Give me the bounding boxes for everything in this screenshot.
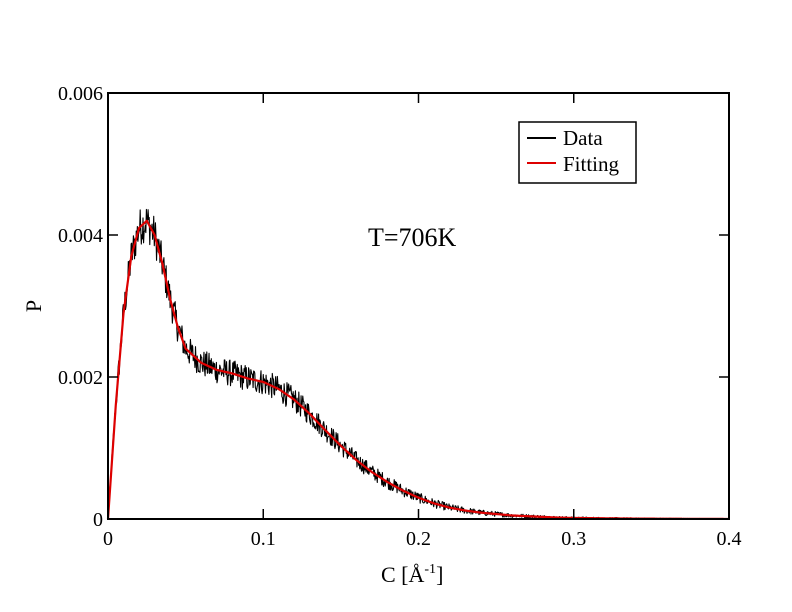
series-line-fitting — [106, 219, 729, 521]
x-tick-label: 0.3 — [561, 528, 586, 550]
legend-label-fitting: Fitting — [563, 152, 620, 176]
x-axis-title: C [Å-1] — [381, 562, 443, 587]
x-tick-label: 0.1 — [251, 528, 276, 550]
y-tick-label: 0.006 — [58, 83, 103, 105]
series-layer — [106, 208, 730, 521]
x-axis-title-main: C [ — [381, 562, 409, 587]
x-tick-label: 0 — [103, 528, 113, 550]
ticks-layer: 0 0.1 0.2 0.3 0.4 0 0.002 0.004 0.006 — [58, 83, 742, 550]
x-tick-label: 0.2 — [406, 528, 431, 550]
legend: Data Fitting — [518, 121, 637, 184]
x-axis-title-unit: Å — [409, 562, 425, 587]
y-axis-title: P — [21, 300, 46, 312]
y-tick-label: 0.004 — [58, 225, 103, 247]
x-axis-title-exp: -1 — [424, 562, 436, 577]
legend-label-data: Data — [563, 126, 603, 150]
y-tick-label: 0.002 — [58, 367, 103, 389]
annotation-text: T=706K — [368, 223, 457, 252]
legend-box — [518, 121, 637, 184]
series-line-data — [107, 208, 730, 520]
x-axis-title-close: ] — [436, 562, 443, 587]
x-tick-label: 0.4 — [717, 528, 742, 550]
y-tick-label: 0 — [93, 509, 103, 531]
